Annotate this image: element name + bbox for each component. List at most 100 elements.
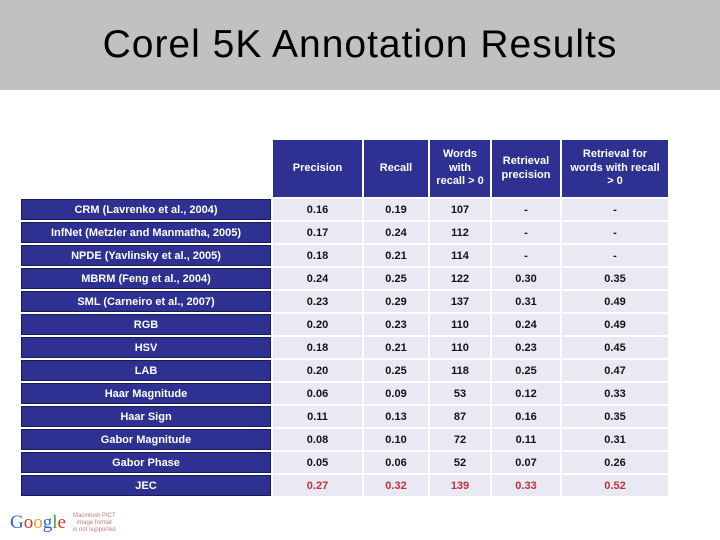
cell-value: 0.18 bbox=[271, 243, 364, 268]
google-letter: g bbox=[42, 512, 53, 533]
cell-value: 0.08 bbox=[271, 427, 364, 452]
table-row: Haar Sign 0.11 0.13 87 0.16 0.35 bbox=[19, 404, 670, 429]
cell-value: 0.19 bbox=[362, 197, 430, 222]
cell-value: 0.21 bbox=[362, 335, 430, 360]
cell-value: 0.35 bbox=[560, 404, 670, 429]
cell-value: 0.20 bbox=[271, 358, 364, 383]
cell-value: - bbox=[490, 243, 562, 268]
cell-value: 0.31 bbox=[560, 427, 670, 452]
cell-value: 0.32 bbox=[362, 473, 430, 498]
header-retrieval-words: Retrieval for words with recall > 0 bbox=[560, 138, 670, 199]
table-row: CRM (Lavrenko et al., 2004) 0.16 0.19 107- - bbox=[19, 197, 670, 222]
header-recall: Recall bbox=[362, 138, 430, 199]
cell-value: 0.52 bbox=[560, 473, 670, 498]
pict-notice-line: image format bbox=[76, 519, 112, 526]
cell-value: 0.35 bbox=[560, 266, 670, 291]
row-label: Haar Sign bbox=[19, 404, 273, 429]
google-letter: e bbox=[57, 512, 66, 533]
cell-value: - bbox=[560, 243, 670, 268]
table-row: Gabor Magnitude 0.08 0.10 72 0.11 0.31 bbox=[19, 427, 670, 452]
pict-notice: Macintosh PICT image format is not suppo… bbox=[73, 513, 116, 534]
cell-value: 0.05 bbox=[271, 450, 364, 475]
cell-value: 107 bbox=[428, 197, 492, 222]
cell-value: 0.23 bbox=[490, 335, 562, 360]
cell-value: 0.33 bbox=[490, 473, 562, 498]
cell-value: 0.24 bbox=[362, 220, 430, 245]
cell-value: 0.07 bbox=[490, 450, 562, 475]
cell-value: 87 bbox=[428, 404, 492, 429]
cell-value: 0.20 bbox=[271, 312, 364, 337]
cell-value: 0.24 bbox=[271, 266, 364, 291]
google-logo: Google bbox=[10, 512, 66, 534]
cell-value: 0.06 bbox=[362, 450, 430, 475]
cell-value: 0.25 bbox=[362, 358, 430, 383]
table-row: HSV 0.18 0.21 110 0.23 0.45 bbox=[19, 335, 670, 360]
row-label: LAB bbox=[19, 358, 273, 383]
cell-value: 0.45 bbox=[560, 335, 670, 360]
table-row: Haar Magnitude 0.06 0.09 53 0.12 0.33 bbox=[19, 381, 670, 406]
row-label: NPDE (Yavlinsky et al., 2005) bbox=[19, 243, 273, 268]
cell-value: 0.12 bbox=[490, 381, 562, 406]
row-label: Haar Magnitude bbox=[19, 381, 273, 406]
cell-value: 122 bbox=[428, 266, 492, 291]
cell-value: 72 bbox=[428, 427, 492, 452]
cell-value: 0.23 bbox=[271, 289, 364, 314]
table-row: LAB 0.20 0.25 118 0.25 0.47 bbox=[19, 358, 670, 383]
cell-value: - bbox=[490, 220, 562, 245]
pict-notice-line: is not supported bbox=[72, 526, 116, 533]
cell-value: 0.31 bbox=[490, 289, 562, 314]
cell-value: 118 bbox=[428, 358, 492, 383]
header-words-with-recall: Words with recall > 0 bbox=[428, 138, 492, 199]
cell-value: 0.06 bbox=[271, 381, 364, 406]
google-letter: o bbox=[23, 512, 34, 533]
header-precision: Precision bbox=[271, 138, 364, 199]
row-label: MBRM (Feng et al., 2004) bbox=[19, 266, 273, 291]
cell-value: 0.25 bbox=[362, 266, 430, 291]
pict-notice-line: Macintosh PICT bbox=[72, 512, 116, 519]
cell-value: 0.16 bbox=[490, 404, 562, 429]
cell-value: 0.09 bbox=[362, 381, 430, 406]
google-letter: G bbox=[10, 512, 24, 533]
cell-value: 0.47 bbox=[560, 358, 670, 383]
row-label: InfNet (Metzler and Manmatha, 2005) bbox=[19, 220, 273, 245]
cell-value: - bbox=[560, 197, 670, 222]
cell-value: 0.24 bbox=[490, 312, 562, 337]
cell-value: 0.11 bbox=[271, 404, 364, 429]
cell-value: 53 bbox=[428, 381, 492, 406]
cell-value: 0.18 bbox=[271, 335, 364, 360]
row-label: Gabor Magnitude bbox=[19, 427, 273, 452]
slide-title: Corel 5K Annotation Results bbox=[102, 23, 618, 66]
cell-value: 0.23 bbox=[362, 312, 430, 337]
cell-value: 0.17 bbox=[271, 220, 364, 245]
results-table: Precision Recall Words with recall > 0 R… bbox=[19, 138, 670, 498]
cell-value: 112 bbox=[428, 220, 492, 245]
google-letter: o bbox=[33, 512, 43, 533]
row-label: Gabor Phase bbox=[19, 450, 273, 475]
cell-value: 0.16 bbox=[271, 197, 364, 222]
google-letter: l bbox=[52, 512, 58, 533]
cell-value: 0.30 bbox=[490, 266, 562, 291]
table-row: SML (Carneiro et al., 2007) 0.23 0.29 137 0.… bbox=[19, 289, 670, 314]
row-label: HSV bbox=[19, 335, 273, 360]
table-row: MBRM (Feng et al., 2004) 0.24 0.25 122 0.30 0… bbox=[19, 266, 670, 291]
table-header-row: Precision Recall Words with recall > 0 R… bbox=[20, 138, 670, 199]
cell-value: 0.27 bbox=[271, 473, 364, 498]
header-retrieval-precision: Retrieval precision bbox=[490, 138, 562, 199]
cell-value: 0.49 bbox=[560, 312, 670, 337]
row-label: SML (Carneiro et al., 2007) bbox=[19, 289, 273, 314]
footer-logo-area: Google Macintosh PICT image format is no… bbox=[10, 512, 116, 534]
cell-value: 137 bbox=[428, 289, 492, 314]
cell-value: 110 bbox=[428, 312, 492, 337]
cell-value: 0.13 bbox=[362, 404, 430, 429]
table-row: NPDE (Yavlinsky et al., 2005) 0.18 0.21 114… bbox=[19, 243, 670, 268]
cell-value: 0.26 bbox=[560, 450, 670, 475]
row-label: CRM (Lavrenko et al., 2004) bbox=[19, 197, 273, 222]
cell-value: 0.11 bbox=[490, 427, 562, 452]
table-row: RGB 0.20 0.23 110 0.24 0.49 bbox=[19, 312, 670, 337]
table-row: Gabor Phase 0.05 0.06 52 0.07 0.26 bbox=[19, 450, 670, 475]
cell-value: 0.21 bbox=[362, 243, 430, 268]
row-label: JEC bbox=[19, 473, 273, 498]
table-row: JEC 0.27 0.32 139 0.33 0.52 bbox=[19, 473, 670, 498]
cell-value: 110 bbox=[428, 335, 492, 360]
cell-value: - bbox=[490, 197, 562, 222]
